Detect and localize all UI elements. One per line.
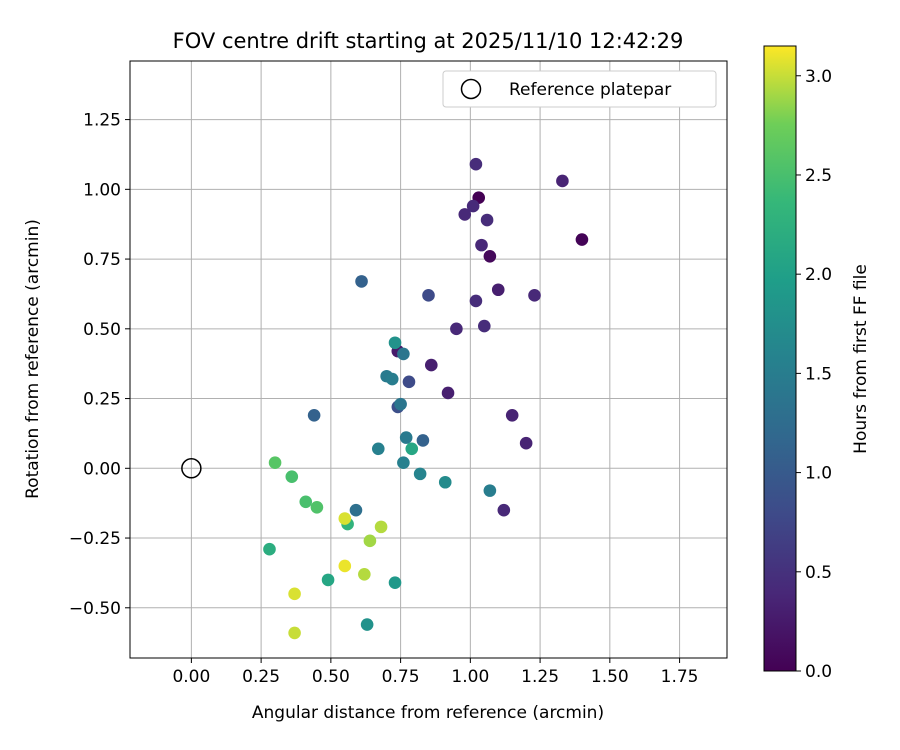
data-point (371, 442, 385, 456)
data-point (441, 386, 455, 400)
data-point (285, 470, 299, 483)
data-point (310, 501, 324, 514)
data-point (358, 568, 371, 581)
y-tick-label: 1.25 (83, 111, 121, 131)
data-point (385, 372, 399, 386)
data-point (374, 520, 388, 534)
data-point (483, 249, 497, 263)
colorbar-ticks: 0.0 0.5 1.0 1.5 2.0 2.5 3.0 (796, 67, 832, 682)
y-tick-label: 0.75 (83, 250, 121, 270)
data-point (288, 587, 301, 601)
data-point (288, 626, 301, 640)
x-axis-ticks: 0.00 0.25 0.50 0.75 1.00 1.25 1.50 1.75 (172, 658, 699, 687)
colorbar-gradient (763, 45, 797, 672)
y-tick-label: 0.25 (83, 390, 121, 410)
data-point (360, 618, 374, 631)
plot-border (129, 60, 728, 659)
colorbar-tick-label: 2.5 (805, 166, 832, 186)
data-point (388, 576, 402, 589)
x-tick-label: 0.50 (312, 667, 350, 687)
reference-marker (181, 458, 202, 479)
data-point (477, 319, 491, 333)
data-point (397, 347, 410, 361)
colorbar-tick-label: 2.0 (805, 265, 832, 285)
data-point (469, 157, 483, 171)
y-tick-label: −0.25 (69, 529, 121, 549)
colorbar: 0.0 0.5 1.0 1.5 2.0 2.5 3.0 Hours from first F… (763, 45, 871, 682)
data-point (458, 208, 472, 221)
legend-label: Reference platepar (509, 80, 671, 100)
x-tick-label: 0.00 (172, 667, 210, 687)
data-point (505, 408, 519, 422)
data-point (413, 467, 427, 481)
colorbar-label: Hours from first FF file (851, 264, 871, 454)
x-axis-label: Angular distance from reference (arcmin) (252, 703, 604, 723)
data-point (338, 559, 352, 573)
data-point (263, 542, 276, 556)
data-point (405, 442, 419, 456)
data-point (402, 375, 416, 389)
y-axis-label: Rotation from reference (arcmin) (23, 219, 43, 499)
data-point (268, 456, 282, 470)
data-points (263, 157, 589, 640)
legend-marker (460, 78, 482, 100)
data-point (416, 434, 430, 447)
data-point (528, 289, 541, 302)
y-tick-label: −0.50 (69, 599, 121, 619)
reference-point (181, 458, 202, 479)
data-point (556, 174, 569, 188)
data-point (519, 436, 533, 450)
data-point (321, 573, 335, 587)
data-point (422, 289, 435, 302)
x-tick-label: 1.75 (661, 667, 699, 687)
data-point (399, 431, 413, 444)
colorbar-tick-label: 1.0 (805, 464, 832, 484)
data-point (363, 534, 377, 548)
data-point (480, 213, 494, 227)
y-tick-label: 0.50 (83, 320, 121, 340)
x-tick-label: 1.50 (591, 667, 629, 687)
colorbar-tick-label: 1.5 (805, 364, 832, 384)
data-point (397, 456, 410, 470)
legend-box (442, 70, 717, 108)
data-point (469, 294, 483, 308)
x-tick-label: 0.75 (382, 667, 420, 687)
data-point (394, 397, 407, 411)
data-point (450, 322, 463, 336)
y-axis-ticks: −0.50 −0.25 0.00 0.25 0.50 0.75 1.00 1.25 (69, 111, 130, 619)
data-point (466, 199, 480, 213)
x-tick-label: 0.25 (242, 667, 280, 687)
colorbar-tick-label: 3.0 (805, 67, 832, 87)
data-point (349, 503, 363, 517)
x-tick-label: 1.00 (451, 667, 489, 687)
colorbar-tick-label: 0.0 (805, 662, 832, 682)
data-point (483, 484, 497, 497)
data-point (491, 283, 505, 297)
data-point (575, 233, 589, 246)
legend: Reference platepar (442, 70, 717, 108)
plot-frame (129, 60, 728, 659)
data-point (338, 512, 352, 525)
chart-title: FOV centre drift starting at 2025/11/10 … (173, 29, 684, 53)
data-point (497, 503, 511, 517)
data-point (299, 495, 313, 509)
grid-lines (130, 61, 727, 658)
data-point (438, 475, 452, 489)
x-tick-label: 1.25 (521, 667, 559, 687)
data-point (424, 358, 438, 372)
y-tick-label: 0.00 (83, 459, 121, 479)
data-point (307, 408, 321, 422)
data-point (355, 275, 368, 288)
y-tick-label: 1.00 (83, 180, 121, 200)
data-point (388, 336, 402, 350)
colorbar-tick-label: 0.5 (805, 563, 832, 583)
data-point (475, 238, 488, 252)
